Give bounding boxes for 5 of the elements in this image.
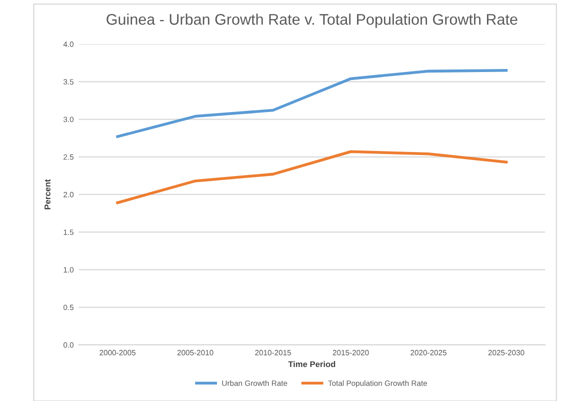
line-series: [116, 150, 508, 204]
chart-title: Guinea - Urban Growth Rate v. Total Population Growth Rate: [106, 14, 518, 28]
y-axis-title: Percent: [44, 179, 50, 210]
x-axis-title: Time Period: [288, 361, 336, 368]
line-series: [116, 69, 508, 138]
